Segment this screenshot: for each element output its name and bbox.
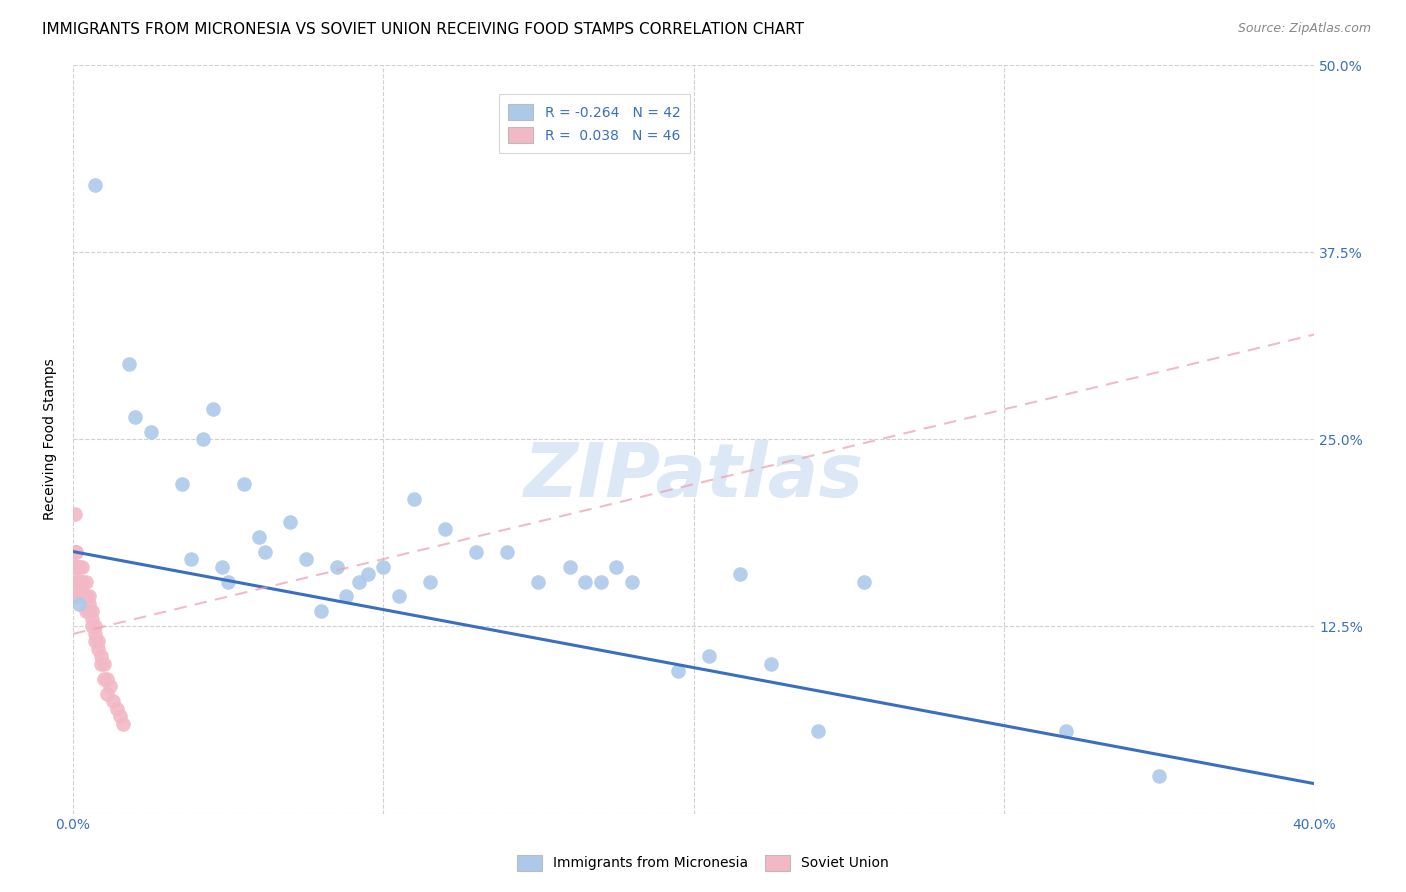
- Point: [77, 597, 100, 611]
- Point: [67, 559, 90, 574]
- Point: [80, 612, 103, 626]
- Point: [83, 619, 105, 633]
- Point: [67, 559, 90, 574]
- Point: [759, 657, 782, 671]
- Point: [63, 574, 86, 589]
- Text: Source: ZipAtlas.com: Source: ZipAtlas.com: [1237, 22, 1371, 36]
- Point: [65, 574, 87, 589]
- Point: [201, 402, 224, 417]
- Point: [326, 559, 349, 574]
- Point: [93, 672, 115, 686]
- Point: [419, 574, 441, 589]
- Text: IMMIGRANTS FROM MICRONESIA VS SOVIET UNION RECEIVING FOOD STAMPS CORRELATION CHA: IMMIGRANTS FROM MICRONESIA VS SOVIET UNI…: [42, 22, 804, 37]
- Point: [388, 590, 411, 604]
- Point: [72, 590, 94, 604]
- Point: [589, 574, 612, 589]
- Point: [67, 597, 90, 611]
- Text: ZIPatlas: ZIPatlas: [523, 441, 863, 513]
- Point: [211, 559, 233, 574]
- Point: [75, 590, 97, 604]
- Point: [666, 665, 689, 679]
- Point: [108, 709, 131, 723]
- Point: [527, 574, 550, 589]
- Point: [72, 590, 94, 604]
- Point: [72, 574, 94, 589]
- Point: [75, 590, 97, 604]
- Point: [853, 574, 876, 589]
- Point: [80, 619, 103, 633]
- Point: [72, 574, 94, 589]
- Point: [697, 649, 720, 664]
- Point: [434, 522, 457, 536]
- Point: [67, 590, 90, 604]
- Point: [75, 574, 97, 589]
- Point: [311, 604, 333, 618]
- Point: [87, 634, 110, 648]
- Point: [80, 604, 103, 618]
- Point: [193, 433, 215, 447]
- Point: [620, 574, 643, 589]
- Point: [574, 574, 596, 589]
- Point: [111, 716, 134, 731]
- Legend: R = -0.264   N = 42, R =  0.038   N = 46: R = -0.264 N = 42, R = 0.038 N = 46: [499, 95, 690, 153]
- Point: [83, 178, 105, 192]
- Point: [90, 657, 112, 671]
- Y-axis label: Receiving Food Stamps: Receiving Food Stamps: [44, 359, 58, 520]
- Point: [254, 544, 277, 558]
- Point: [93, 657, 115, 671]
- Point: [96, 672, 118, 686]
- Point: [294, 552, 316, 566]
- Point: [83, 634, 105, 648]
- Point: [139, 425, 162, 439]
- Point: [87, 641, 110, 656]
- Point: [67, 574, 90, 589]
- Point: [75, 604, 97, 618]
- Point: [67, 574, 90, 589]
- Point: [404, 492, 426, 507]
- Point: [90, 649, 112, 664]
- Point: [63, 544, 86, 558]
- Point: [72, 559, 94, 574]
- Legend: Immigrants from Micronesia, Soviet Union: Immigrants from Micronesia, Soviet Union: [512, 849, 894, 876]
- Point: [77, 590, 100, 604]
- Point: [65, 559, 87, 574]
- Point: [357, 567, 380, 582]
- Point: [217, 574, 239, 589]
- Point: [605, 559, 627, 574]
- Point: [728, 567, 751, 582]
- Point: [232, 477, 254, 491]
- Point: [105, 702, 128, 716]
- Point: [170, 477, 193, 491]
- Point: [1054, 724, 1077, 739]
- Point: [118, 358, 141, 372]
- Point: [65, 590, 87, 604]
- Point: [63, 559, 86, 574]
- Point: [465, 544, 488, 558]
- Point: [807, 724, 830, 739]
- Point: [65, 544, 87, 558]
- Point: [180, 552, 202, 566]
- Point: [63, 507, 86, 521]
- Point: [124, 409, 146, 424]
- Point: [77, 604, 100, 618]
- Point: [247, 530, 270, 544]
- Point: [335, 590, 357, 604]
- Point: [98, 679, 121, 693]
- Point: [65, 559, 87, 574]
- Point: [278, 515, 301, 529]
- Point: [496, 544, 519, 558]
- Point: [65, 544, 87, 558]
- Point: [83, 627, 105, 641]
- Point: [1147, 769, 1170, 783]
- Point: [347, 574, 370, 589]
- Point: [103, 694, 125, 708]
- Point: [558, 559, 581, 574]
- Point: [373, 559, 395, 574]
- Point: [96, 687, 118, 701]
